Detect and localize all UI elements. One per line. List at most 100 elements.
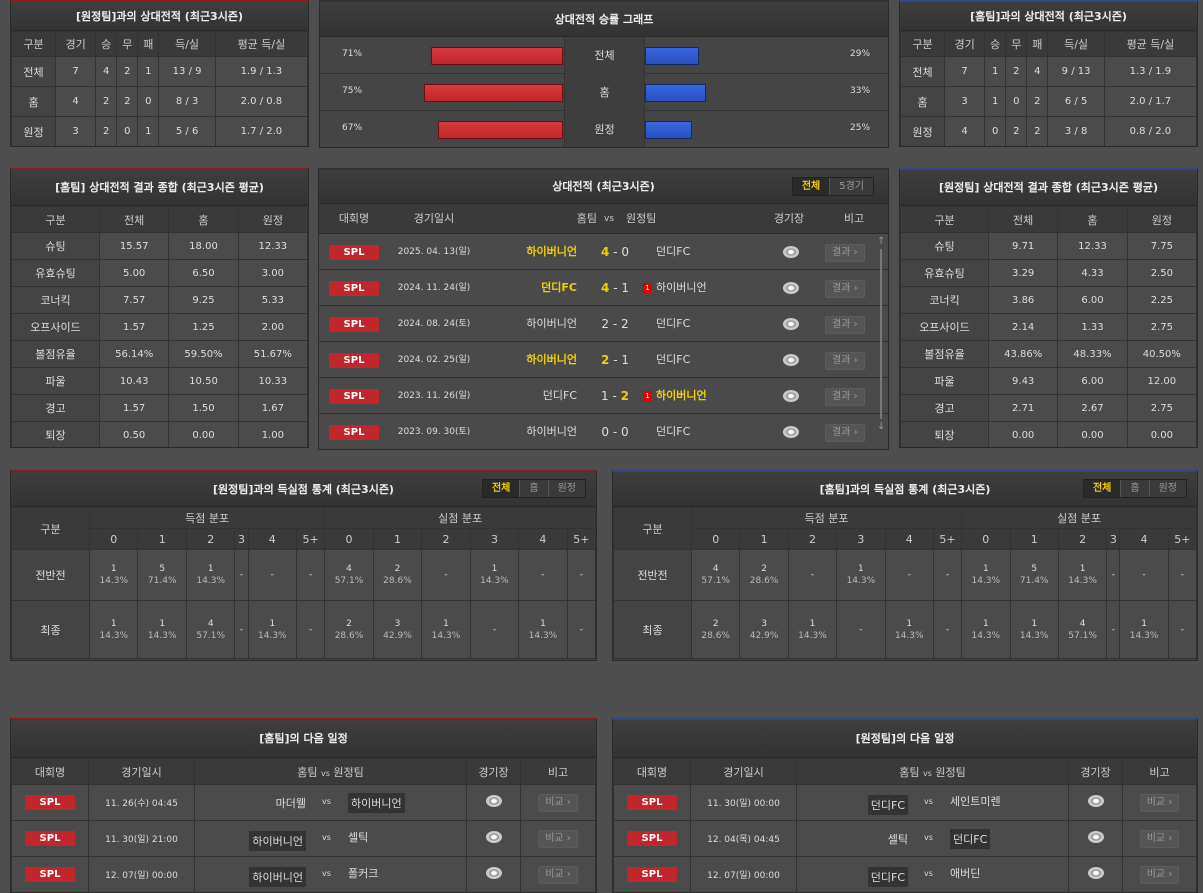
compare-button[interactable]: 비교 ›	[538, 829, 578, 848]
percent: 57.1%	[1068, 630, 1097, 641]
home-team[interactable]: 던디FC	[541, 281, 577, 294]
away-team[interactable]: 던디FC	[656, 245, 691, 258]
stadium-icon[interactable]	[783, 318, 799, 330]
table-row: 퇴장 0.00 0.00 0.00	[900, 421, 1197, 447]
league-badge: SPL	[329, 317, 379, 332]
result-button[interactable]: 결과 ›	[825, 352, 865, 370]
column-header: 비고	[520, 758, 596, 785]
tab-away[interactable]: 원정	[1148, 480, 1186, 497]
result-button[interactable]: 결과 ›	[825, 388, 865, 406]
compare-button[interactable]: 비교 ›	[538, 793, 578, 812]
goal-count-header: 5+	[566, 528, 596, 550]
tab-away[interactable]: 원정	[547, 480, 585, 497]
scrollbar[interactable]: ↑ ↓	[877, 236, 885, 448]
table-row: 오프사이드 1.57 1.25 2.00	[11, 313, 308, 341]
count: -	[1180, 624, 1184, 635]
scroll-thumb[interactable]	[880, 249, 882, 419]
percent: 14.3%	[846, 576, 876, 586]
stadium-icon[interactable]	[1087, 867, 1104, 879]
cell: 슈팅	[11, 232, 100, 260]
cell: 3	[54, 116, 97, 146]
stadium-icon[interactable]	[783, 282, 799, 294]
home-team[interactable]: 셀틱	[887, 833, 908, 846]
tab-last5[interactable]: 5경기	[829, 178, 873, 195]
cell: 10.43	[98, 367, 170, 395]
stadium-icon[interactable]	[1087, 795, 1104, 807]
away-team[interactable]: 애버딘	[950, 867, 981, 880]
away-bar	[645, 121, 692, 139]
away-bar	[645, 47, 699, 65]
stadium-icon[interactable]	[783, 246, 799, 258]
stadium-icon[interactable]	[485, 831, 502, 843]
cell: 3.29	[987, 259, 1059, 287]
cell: 2	[95, 116, 118, 146]
panel-title: [홈팀]과의 득실점 통계 (최근3시즌) 전체 홈 원정	[613, 472, 1197, 507]
home-team[interactable]: 던디FC	[867, 795, 908, 815]
away-team[interactable]: 셀틱	[348, 831, 369, 844]
result-button[interactable]: 결과 ›	[825, 280, 865, 298]
cell: 48.33%	[1057, 340, 1128, 368]
match-date: 2023. 09. 30(토)	[397, 427, 471, 437]
cell: 1.57	[98, 313, 170, 341]
match-row: SPL 2024. 02. 25(일) 하이버니언 2 - 1 던디FC 결과 …	[319, 342, 888, 378]
scroll-down-icon[interactable]: ↓	[877, 421, 886, 432]
away-team[interactable]: 던디FC	[656, 317, 691, 330]
stadium-icon[interactable]	[485, 795, 502, 807]
away-score: 0	[621, 425, 629, 439]
score-dash: -	[613, 245, 618, 259]
result-button-label: 결과	[832, 247, 851, 258]
compare-button[interactable]: 비교 ›	[1139, 865, 1180, 884]
tab-home[interactable]: 홈	[519, 480, 547, 497]
percent: 14.3%	[971, 630, 1001, 641]
panel-title: 상대전적 승률 그래프	[320, 2, 888, 37]
home-bar	[438, 121, 563, 139]
home-team[interactable]: 하이버니언	[526, 245, 577, 258]
compare-button[interactable]: 비교 ›	[1139, 793, 1180, 812]
stadium-icon[interactable]	[485, 867, 502, 879]
percent: 71.4%	[147, 576, 177, 586]
home-team[interactable]: 하이버니언	[249, 831, 306, 851]
compare-button[interactable]: 비교 ›	[538, 865, 578, 884]
result-button-label: 결과	[832, 319, 851, 330]
stadium-icon[interactable]	[783, 390, 799, 402]
column-header: 전체	[987, 206, 1059, 233]
home-team[interactable]: 던디FC	[542, 389, 577, 402]
away-team[interactable]: 던디FC	[656, 425, 691, 438]
schedule-row: SPL 11. 26(수) 04:45 마더웰 vs 하이버니언 비교 ›	[11, 784, 596, 821]
result-button[interactable]: 결과 ›	[825, 244, 865, 262]
home-team[interactable]: 하이버니언	[526, 425, 577, 438]
goal-count-header: 3	[1106, 528, 1121, 550]
stadium-icon[interactable]	[783, 354, 799, 366]
away-team[interactable]: 하이버니언	[656, 281, 707, 294]
away-team[interactable]: 던디FC	[950, 829, 991, 849]
tab-all[interactable]: 전체	[792, 178, 830, 195]
tab-all[interactable]: 전체	[482, 480, 520, 497]
home-team[interactable]: 하이버니언	[526, 353, 577, 366]
result-button[interactable]: 결과 ›	[825, 424, 865, 442]
compare-button[interactable]: 비교 ›	[1139, 829, 1180, 848]
cell: 40.50%	[1126, 340, 1197, 368]
home-team[interactable]: 하이버니언	[526, 317, 577, 330]
count: 1	[809, 618, 816, 629]
home-team[interactable]: 마더웰	[275, 797, 306, 810]
table-row: 코너킥 7.57 9.25 5.33	[11, 286, 308, 314]
home-team[interactable]: 던디FC	[867, 867, 908, 887]
tab-home[interactable]: 홈	[1120, 480, 1148, 497]
cell: 4	[943, 116, 986, 146]
result-button[interactable]: 결과 ›	[825, 316, 865, 334]
tab-all[interactable]: 전체	[1083, 480, 1121, 497]
count: 4	[207, 618, 214, 629]
home-team[interactable]: 하이버니언	[249, 867, 306, 887]
column-header: 구분	[11, 507, 90, 550]
away-team[interactable]: 던디FC	[656, 353, 691, 366]
away-team[interactable]: 세인트미렌	[950, 795, 1001, 808]
stadium-icon[interactable]	[783, 426, 799, 438]
away-team[interactable]: 하이버니언	[656, 389, 707, 402]
column-header: 원정팀	[935, 765, 966, 779]
cell: 1.57	[98, 394, 170, 422]
away-team[interactable]: 폴커크	[348, 867, 379, 880]
count: -	[309, 570, 313, 580]
away-team[interactable]: 하이버니언	[348, 793, 405, 813]
stadium-icon[interactable]	[1087, 831, 1104, 843]
scroll-up-icon[interactable]: ↑	[877, 236, 886, 247]
